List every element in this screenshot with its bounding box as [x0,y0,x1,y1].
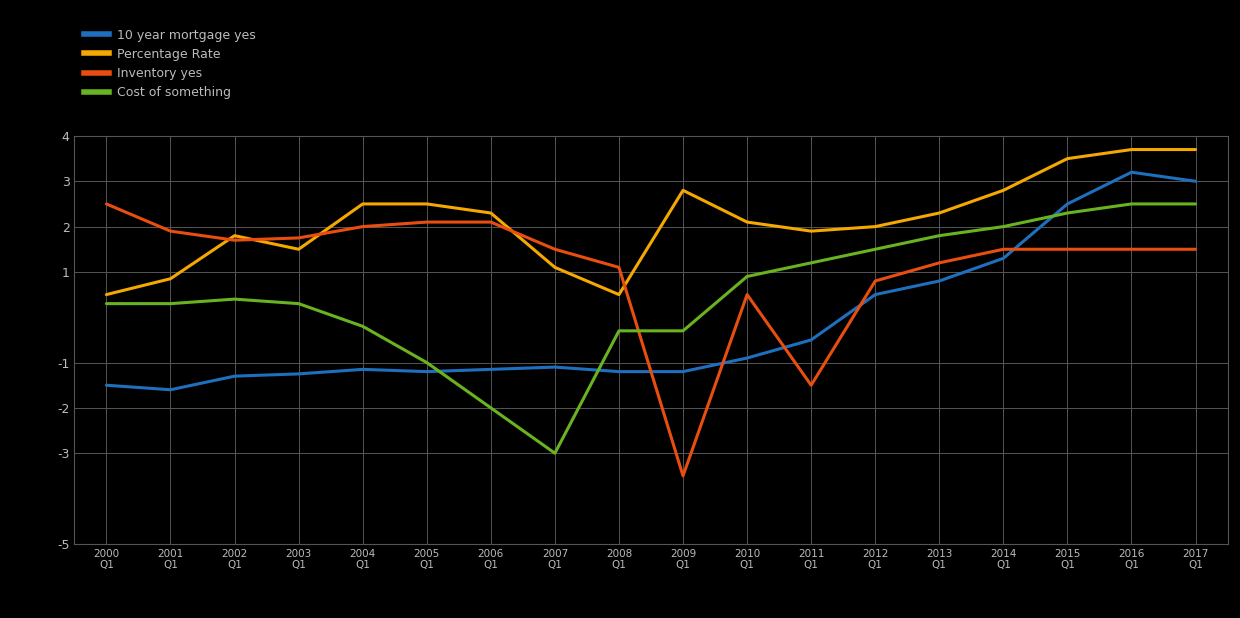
Percentage Rate [99,291,114,298]
Inventory yes [547,245,562,253]
Percentage Rate [996,187,1011,194]
Percentage Rate [931,210,946,217]
Legend: 10 year mortgage yes, Percentage Rate, Inventory yes, Cost of something: 10 year mortgage yes, Percentage Rate, I… [81,25,259,103]
10 year mortgage yes [1188,177,1203,185]
Cost of something [931,232,946,239]
Cost of something [676,327,691,334]
Percentage Rate [1188,146,1203,153]
10 year mortgage yes [804,336,818,344]
Cost of something [996,223,1011,231]
Cost of something [739,273,754,280]
Cost of something [99,300,114,307]
Percentage Rate [227,232,242,239]
Percentage Rate [419,200,434,208]
10 year mortgage yes [739,354,754,362]
Inventory yes [868,277,883,285]
Line: Inventory yes: Inventory yes [107,204,1195,476]
Line: Percentage Rate: Percentage Rate [107,150,1195,295]
Cost of something [484,404,498,412]
Inventory yes [484,218,498,226]
10 year mortgage yes [868,291,883,298]
Cost of something [1123,200,1138,208]
Cost of something [162,300,177,307]
Inventory yes [419,218,434,226]
10 year mortgage yes [291,370,306,378]
Inventory yes [931,259,946,266]
Percentage Rate [1123,146,1138,153]
Percentage Rate [547,264,562,271]
Percentage Rate [676,187,691,194]
Cost of something [611,327,626,334]
10 year mortgage yes [931,277,946,285]
Cost of something [547,449,562,457]
10 year mortgage yes [676,368,691,375]
Percentage Rate [868,223,883,231]
Cost of something [804,259,818,266]
Inventory yes [291,234,306,242]
Cost of something [291,300,306,307]
Cost of something [1188,200,1203,208]
Inventory yes [162,227,177,235]
Cost of something [1060,210,1075,217]
Percentage Rate [162,275,177,282]
Inventory yes [1123,245,1138,253]
Inventory yes [1188,245,1203,253]
10 year mortgage yes [355,366,370,373]
10 year mortgage yes [484,366,498,373]
Percentage Rate [484,210,498,217]
10 year mortgage yes [162,386,177,394]
Inventory yes [99,200,114,208]
Cost of something [355,323,370,330]
Cost of something [868,245,883,253]
10 year mortgage yes [611,368,626,375]
Percentage Rate [1060,155,1075,163]
Inventory yes [1060,245,1075,253]
Cost of something [227,295,242,303]
Percentage Rate [355,200,370,208]
Line: Cost of something: Cost of something [107,204,1195,453]
10 year mortgage yes [227,373,242,380]
Inventory yes [996,245,1011,253]
Inventory yes [355,223,370,231]
Percentage Rate [611,291,626,298]
Cost of something [419,359,434,366]
Inventory yes [611,264,626,271]
10 year mortgage yes [547,363,562,371]
10 year mortgage yes [1123,169,1138,176]
Percentage Rate [739,218,754,226]
Percentage Rate [291,245,306,253]
Percentage Rate [804,227,818,235]
Inventory yes [676,472,691,480]
10 year mortgage yes [1060,200,1075,208]
Inventory yes [804,381,818,389]
10 year mortgage yes [419,368,434,375]
Inventory yes [227,237,242,244]
10 year mortgage yes [996,255,1011,262]
Line: 10 year mortgage yes: 10 year mortgage yes [107,172,1195,390]
10 year mortgage yes [99,381,114,389]
Inventory yes [739,291,754,298]
